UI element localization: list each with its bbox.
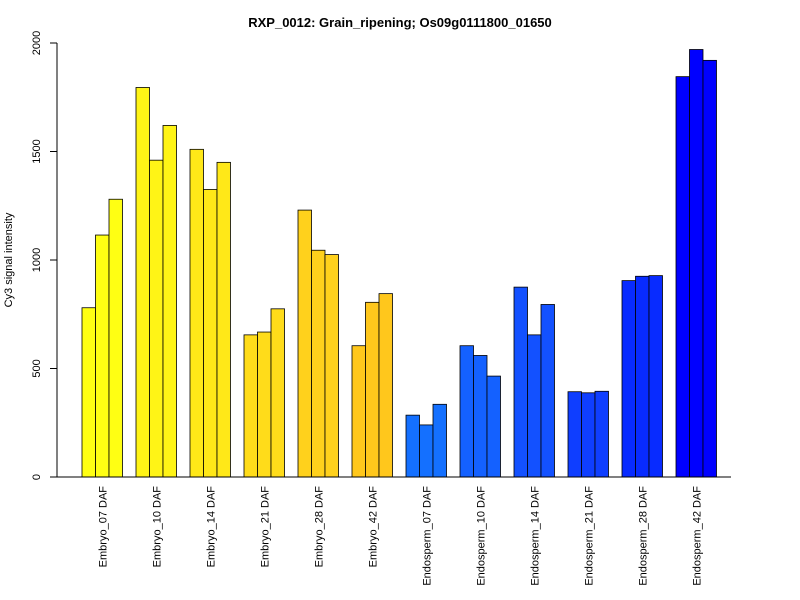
bar	[135, 87, 150, 478]
bar	[567, 391, 582, 478]
x-tick-label: Endosperm_07 DAF	[421, 486, 433, 586]
bar	[257, 331, 272, 478]
bar	[297, 209, 312, 478]
x-tick-label: Endosperm_28 DAF	[637, 486, 649, 586]
bar	[689, 49, 704, 478]
bar	[203, 189, 218, 478]
bar	[486, 375, 501, 478]
bar	[621, 280, 636, 478]
y-axis: 0 500 1000 1500 2000	[31, 31, 58, 480]
bar	[95, 234, 110, 478]
x-tick-label: Endosperm_10 DAF	[475, 486, 487, 586]
bar	[378, 293, 393, 478]
bar	[675, 76, 690, 478]
bar	[405, 414, 420, 478]
y-tick-label: 1000	[31, 248, 43, 272]
y-axis-label: Cy3 signal intensity	[3, 212, 15, 307]
y-tick-label: 2000	[31, 31, 43, 55]
x-tick-label: Embryo_21 DAF	[259, 486, 271, 568]
bar	[324, 254, 339, 478]
bar	[513, 286, 528, 478]
bar	[594, 390, 609, 478]
bar	[635, 275, 650, 478]
x-tick-label: Embryo_14 DAF	[205, 486, 217, 568]
bars	[81, 49, 717, 478]
bar	[108, 198, 123, 478]
bar	[540, 304, 555, 478]
bar	[527, 334, 542, 478]
x-tick-label: Endosperm_14 DAF	[529, 486, 541, 586]
x-tick-label: Embryo_28 DAF	[313, 486, 325, 568]
bar	[162, 125, 177, 478]
bar	[432, 403, 447, 478]
bar	[311, 249, 326, 478]
y-tick-label: 500	[31, 359, 43, 377]
bar	[270, 308, 285, 478]
bar	[459, 345, 474, 478]
bar	[243, 334, 258, 478]
bar	[581, 392, 596, 478]
bar	[351, 345, 366, 478]
x-tick-label: Embryo_07 DAF	[97, 486, 109, 568]
x-tick-label: Embryo_42 DAF	[367, 486, 379, 568]
x-tick-label: Embryo_10 DAF	[151, 486, 163, 568]
bar	[473, 355, 488, 478]
x-tick-label: Endosperm_21 DAF	[583, 486, 595, 586]
bar	[419, 424, 434, 478]
bar	[648, 275, 663, 478]
bar	[702, 59, 717, 478]
chart-title: RXP_0012: Grain_ripening; Os09g0111800_0…	[248, 15, 552, 30]
x-tick-label: Endosperm_42 DAF	[691, 486, 703, 586]
y-tick-label: 0	[31, 474, 43, 480]
bar	[216, 161, 231, 478]
bar	[81, 307, 96, 478]
category-labels: Embryo_07 DAF Embryo_10 DAF Embryo_14 DAF E…	[97, 486, 703, 586]
bar	[149, 159, 164, 478]
bar	[189, 148, 204, 478]
bar	[365, 301, 380, 478]
y-tick-label: 1500	[31, 139, 43, 163]
